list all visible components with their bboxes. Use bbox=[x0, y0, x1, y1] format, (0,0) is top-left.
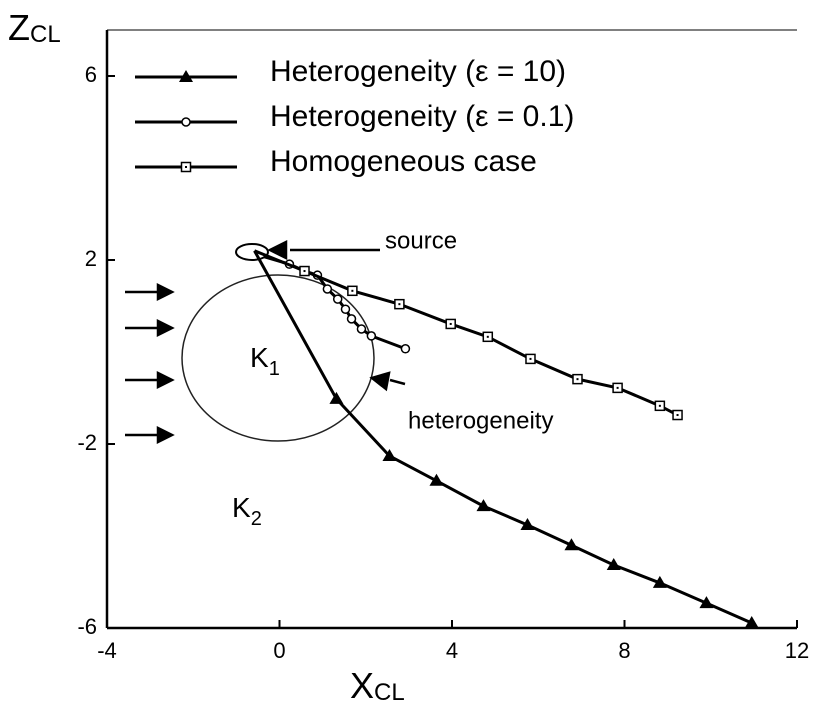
marker-dot bbox=[185, 166, 187, 168]
marker bbox=[564, 538, 579, 551]
marker-dot bbox=[658, 404, 661, 407]
marker-dot bbox=[303, 270, 306, 273]
marker bbox=[366, 331, 377, 341]
marker bbox=[520, 517, 535, 530]
legend-label: Heterogeneity (ε = 10) bbox=[270, 55, 566, 88]
x-tick-label: -4 bbox=[97, 638, 117, 663]
marker-dot bbox=[576, 378, 579, 381]
marker bbox=[744, 615, 759, 628]
marker bbox=[356, 324, 367, 334]
series-line bbox=[253, 250, 753, 625]
marker-dot bbox=[486, 335, 489, 338]
x-tick-label: 0 bbox=[273, 638, 285, 663]
y-tick-label: 2 bbox=[85, 246, 97, 271]
marker bbox=[340, 304, 351, 314]
y-tick-label: -2 bbox=[77, 430, 97, 455]
annotation: K1 bbox=[250, 342, 280, 380]
marker bbox=[429, 473, 444, 486]
heterogeneity-region bbox=[181, 274, 375, 442]
y-tick-label: -6 bbox=[77, 614, 97, 639]
annotation: heterogeneity bbox=[408, 407, 553, 434]
legend-marker bbox=[179, 70, 193, 82]
marker bbox=[652, 575, 667, 588]
marker-dot bbox=[351, 289, 354, 292]
legend-marker bbox=[181, 117, 191, 127]
legend-label: Homogeneous case bbox=[270, 145, 537, 178]
legend-label: Heterogeneity (ε = 0.1) bbox=[270, 100, 574, 133]
marker bbox=[400, 344, 411, 354]
x-tick-label: 12 bbox=[785, 638, 809, 663]
marker bbox=[476, 499, 491, 512]
x-axis-label: XCL bbox=[350, 665, 405, 707]
marker bbox=[346, 314, 357, 324]
marker bbox=[332, 294, 343, 304]
annotation: K2 bbox=[232, 492, 262, 530]
x-tick-label: 8 bbox=[618, 638, 630, 663]
y-axis-label: ZCL bbox=[8, 7, 61, 49]
marker bbox=[329, 391, 344, 404]
marker-dot bbox=[616, 386, 619, 389]
marker bbox=[606, 557, 621, 570]
marker bbox=[382, 448, 397, 461]
marker-dot bbox=[449, 322, 452, 325]
marker-dot bbox=[676, 414, 679, 417]
marker bbox=[699, 596, 714, 609]
marker bbox=[322, 284, 333, 294]
x-tick-label: 4 bbox=[446, 638, 458, 663]
marker-dot bbox=[529, 357, 532, 360]
annotation: source bbox=[385, 227, 457, 254]
marker-dot bbox=[398, 303, 401, 306]
y-tick-label: 6 bbox=[85, 62, 97, 87]
source-marker bbox=[235, 243, 269, 261]
flow-arrows bbox=[125, 239, 406, 445]
